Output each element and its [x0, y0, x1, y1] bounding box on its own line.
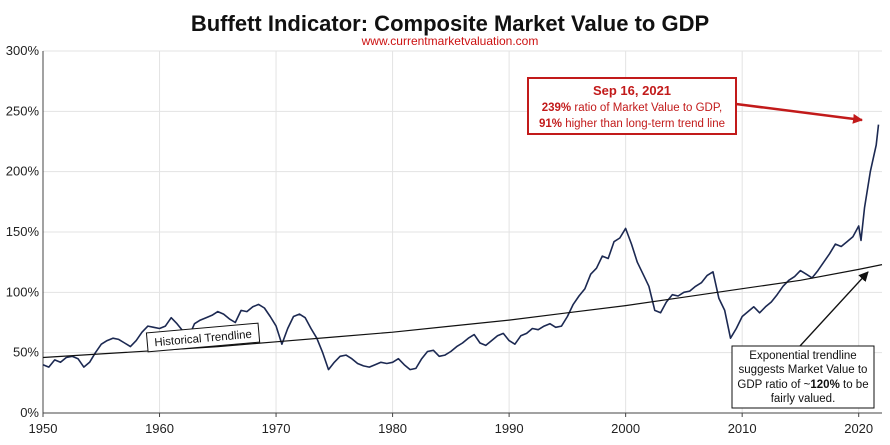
peak-callout-ratio-text: ratio of Market Value to GDP, — [571, 102, 722, 114]
x-tick-label: 1960 — [145, 421, 174, 436]
x-tick-label: 1970 — [262, 421, 291, 436]
peak-callout-ratio: 239% — [542, 102, 571, 114]
x-tick-label: 1990 — [495, 421, 524, 436]
chart-title: Buffett Indicator: Composite Market Valu… — [191, 11, 709, 36]
x-tick-label: 2000 — [611, 421, 640, 436]
trendline-note: Exponential trendline suggests Market Va… — [731, 271, 875, 409]
peak-callout-line-3: 91% higher than long-term trend line — [539, 118, 725, 130]
peak-callout-excess-text: higher than long-term trend line — [562, 118, 725, 130]
trendline-label: Historical Trendline — [145, 322, 261, 353]
peak-callout-box — [527, 77, 737, 135]
peak-callout-arrow — [735, 102, 863, 124]
trendline-note-box — [731, 345, 875, 409]
trendline-note-line-1: Exponential trendline — [749, 350, 856, 362]
chart-subtitle: www.currentmarketvaluation.com — [361, 34, 539, 48]
x-axis-ticks: 1950 1960 1970 1980 1990 2000 2010 2020 — [29, 413, 873, 436]
trendline-note-line-3-post: to be — [840, 379, 869, 391]
x-tick-label: 2020 — [844, 421, 873, 436]
y-tick-label: 50% — [13, 345, 39, 360]
y-tick-label: 200% — [6, 164, 40, 179]
x-tick-label: 1980 — [378, 421, 407, 436]
x-tick-label: 2010 — [728, 421, 757, 436]
y-tick-label: 0% — [20, 405, 39, 420]
trendline-note-line-4: fairly valued. — [771, 393, 836, 405]
peak-callout: Sep 16, 2021 239% ratio of Market Value … — [527, 77, 863, 135]
y-tick-label: 100% — [6, 284, 40, 299]
trendline-note-line-2: suggests Market Value to — [739, 364, 868, 376]
trendline-label-box — [145, 322, 261, 353]
y-tick-label: 150% — [6, 224, 40, 239]
peak-callout-date: Sep 16, 2021 — [593, 83, 671, 98]
trendline-note-line-3-pre: GDP ratio of ~ — [737, 379, 810, 391]
peak-callout-excess: 91% — [539, 118, 562, 130]
trendline-note-line-3: GDP ratio of ~120% to be — [737, 379, 868, 391]
y-tick-label: 300% — [6, 43, 40, 58]
x-tick-label: 1950 — [29, 421, 58, 436]
y-axis-ticks: 0% 50% 100% 150% 200% 250% 300% — [6, 43, 40, 420]
y-tick-label: 250% — [6, 103, 40, 118]
trendline-note-fair-value: 120% — [810, 379, 839, 391]
trendline-note-arrow — [799, 271, 869, 347]
peak-callout-line-2: 239% ratio of Market Value to GDP, — [542, 102, 722, 114]
